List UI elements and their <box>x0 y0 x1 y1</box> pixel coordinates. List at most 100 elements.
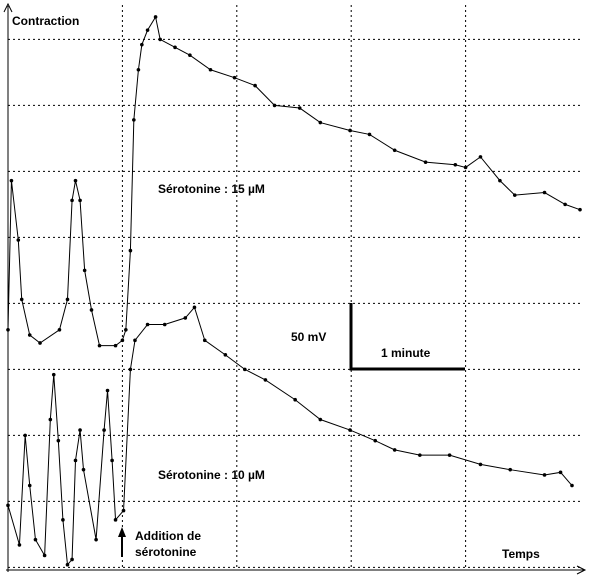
data-point <box>6 503 10 508</box>
data-point <box>570 483 574 488</box>
data-point <box>82 268 87 273</box>
data-point <box>512 193 517 197</box>
data-point <box>120 338 125 343</box>
scale-x-label: 1 minute <box>381 346 431 360</box>
data-point <box>102 428 106 432</box>
arrow-head <box>118 527 126 537</box>
annotation: sérotonine <box>135 545 197 559</box>
data-point <box>253 83 257 88</box>
data-point <box>113 343 118 348</box>
data-point <box>318 120 323 125</box>
data-point <box>89 308 94 312</box>
data-point <box>128 248 133 253</box>
data-point <box>9 178 14 183</box>
data-point <box>542 190 547 195</box>
data-point <box>65 562 70 567</box>
data-point <box>162 322 167 327</box>
data-point <box>19 297 24 302</box>
data-point <box>81 467 86 472</box>
data-point <box>27 483 32 488</box>
data-point <box>318 417 323 422</box>
data-point <box>110 458 114 463</box>
data-point <box>23 433 27 438</box>
trace <box>7 15 581 347</box>
data-point <box>16 238 21 242</box>
data-point <box>6 327 10 332</box>
data-point <box>272 103 277 108</box>
data-point <box>578 207 582 212</box>
data-point <box>447 453 452 457</box>
scale-y-label: 50 mV <box>291 330 326 344</box>
data-point <box>17 543 22 547</box>
data-point <box>223 353 228 357</box>
data-point <box>140 42 144 47</box>
data-point <box>563 202 567 207</box>
data-point <box>33 537 38 542</box>
data-point <box>105 388 110 393</box>
data-point <box>78 428 82 432</box>
data-point <box>73 178 78 183</box>
data-point <box>113 518 118 522</box>
data-point <box>542 473 547 477</box>
data-point <box>188 53 192 58</box>
series-label: Sérotonine : 10 µM <box>158 468 265 482</box>
data-point <box>128 367 133 372</box>
data-point <box>94 537 98 542</box>
scale-bar <box>349 303 465 371</box>
data-point <box>243 367 247 372</box>
data-point <box>192 305 197 310</box>
data-point <box>73 458 78 463</box>
data-point <box>51 372 56 377</box>
data-point <box>136 67 141 72</box>
data-point <box>423 160 428 164</box>
data-point <box>263 378 268 382</box>
data-point <box>418 453 422 457</box>
data-point <box>78 198 82 203</box>
data-point <box>145 322 150 327</box>
data-point <box>145 28 150 32</box>
data-point <box>27 333 32 337</box>
data-point <box>297 106 302 110</box>
data-point <box>232 75 237 80</box>
data-point <box>478 155 483 159</box>
x-axis-label: Temps <box>502 547 540 561</box>
x-axis-arrow <box>576 565 587 575</box>
y-axis-label: Contraction <box>12 14 79 28</box>
data-point <box>158 37 162 42</box>
data-point <box>208 67 213 72</box>
series-label: Sérotonine : 15 µM <box>158 182 265 196</box>
data-point <box>478 462 483 467</box>
data-point <box>173 45 177 50</box>
y-axis-arrow <box>3 2 13 13</box>
data-point <box>348 428 352 432</box>
trace <box>7 306 573 566</box>
data-point <box>133 338 137 343</box>
data-point <box>508 467 513 472</box>
data-point <box>70 557 74 562</box>
data-point <box>42 553 47 558</box>
data-point <box>202 338 207 343</box>
data-point <box>183 316 188 320</box>
data-point <box>38 341 42 345</box>
data-point <box>121 508 126 513</box>
data-point <box>367 132 372 137</box>
data-point <box>70 198 74 203</box>
data-point <box>293 397 297 402</box>
data-point <box>373 438 378 443</box>
data-point <box>97 343 102 348</box>
data-point <box>558 470 563 475</box>
data-point <box>132 118 136 122</box>
data-point <box>453 162 458 167</box>
data-point <box>124 327 128 332</box>
annotation: Addition de <box>135 529 201 543</box>
data-point <box>392 448 397 452</box>
data-point <box>348 128 352 133</box>
data-point <box>48 417 53 422</box>
data-point <box>61 518 65 522</box>
data-point <box>57 327 62 332</box>
data-point <box>56 438 61 443</box>
data-point <box>153 15 158 19</box>
data-point <box>498 178 502 183</box>
data-point <box>392 148 397 153</box>
